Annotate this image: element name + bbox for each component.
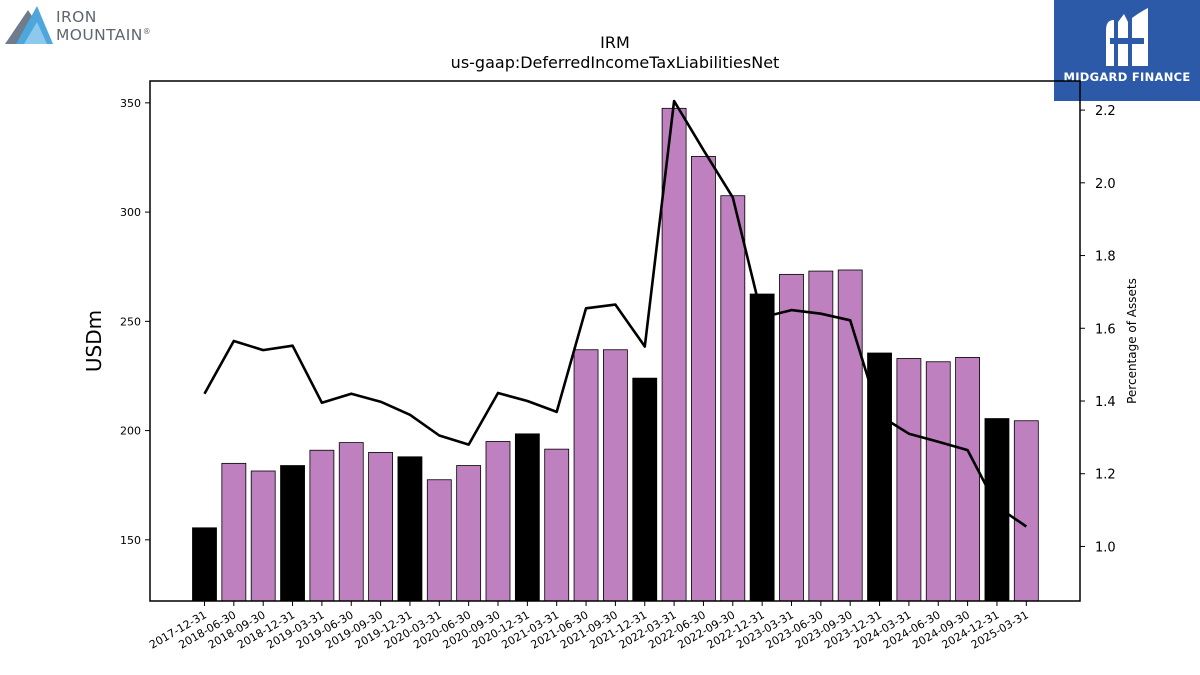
bar-2018-06-30 bbox=[221, 462, 247, 602]
bar-2021-03-31 bbox=[544, 448, 570, 602]
y-tick-label: 150 bbox=[120, 534, 141, 547]
bar-2019-09-30 bbox=[368, 452, 394, 602]
bar-2021-06-30 bbox=[573, 349, 599, 602]
badge-name: MIDGARD FINANCE bbox=[1063, 70, 1191, 84]
bar-2020-12-31 bbox=[514, 433, 540, 602]
bar-2019-06-30 bbox=[338, 442, 364, 602]
bar-2020-06-30 bbox=[456, 465, 482, 602]
bar-2018-12-31 bbox=[280, 465, 305, 602]
bar-2024-06-30 bbox=[925, 361, 951, 602]
bar-2025-03-31 bbox=[1013, 420, 1039, 602]
mountain-logo-icon bbox=[5, 6, 53, 44]
y2-tick-label: 1.8 bbox=[1095, 250, 1116, 265]
left-axis-ticks: 150 200 250 300 350 bbox=[120, 97, 150, 547]
y2-axis-label: Percentage of Assets bbox=[1125, 278, 1139, 404]
bar-2017-12-31 bbox=[192, 527, 217, 602]
logo-word-2: MOUNTAIN® bbox=[56, 26, 152, 45]
bar-2019-12-31 bbox=[397, 456, 423, 602]
bar-2021-12-31 bbox=[632, 377, 658, 602]
bar-2020-09-30 bbox=[485, 441, 511, 602]
bar-2021-09-30 bbox=[603, 349, 628, 602]
registered-mark: ® bbox=[142, 27, 152, 36]
y2-tick-label: 1.2 bbox=[1095, 468, 1116, 483]
y-axis-label: USDm bbox=[82, 310, 106, 372]
right-axis-ticks: 1.0 1.2 1.4 1.6 1.8 2.0 2.2 bbox=[1080, 104, 1116, 555]
y2-tick-label: 2.0 bbox=[1095, 177, 1116, 192]
bar-2022-09-30 bbox=[720, 195, 746, 602]
y2-tick-label: 1.4 bbox=[1095, 395, 1116, 410]
bar-2019-03-31 bbox=[309, 449, 335, 602]
bar-2022-03-31 bbox=[661, 107, 687, 602]
bar-2020-03-31 bbox=[426, 479, 452, 602]
bar-2023-06-30 bbox=[808, 270, 834, 602]
logo-word-1: IRON bbox=[56, 8, 97, 26]
bar-2022-06-30 bbox=[691, 155, 716, 602]
y-tick-label: 250 bbox=[120, 315, 141, 328]
y-tick-label: 350 bbox=[120, 97, 141, 110]
bar-2022-12-31 bbox=[749, 293, 775, 602]
bar-series bbox=[192, 107, 1039, 602]
percentage-line bbox=[203, 99, 1028, 528]
x-axis-ticks: 2017-12-312018-06-302018-09-302018-12-31… bbox=[147, 601, 1031, 652]
bar-2023-12-31 bbox=[867, 352, 892, 602]
y2-tick-label: 1.6 bbox=[1095, 322, 1116, 337]
logo-word-2-text: MOUNTAIN bbox=[56, 26, 143, 45]
chart-subtitle: us-gaap:DeferredIncomeTaxLiabilitiesNet bbox=[451, 53, 780, 72]
chart-title: IRM bbox=[600, 33, 630, 52]
bar-2024-12-31 bbox=[984, 418, 1010, 602]
iron-mountain-logo: IRON MOUNTAIN® bbox=[4, 4, 164, 46]
bar-2024-09-30 bbox=[955, 356, 980, 602]
y2-tick-label: 1.0 bbox=[1095, 540, 1116, 555]
midgard-logo-icon bbox=[1106, 8, 1148, 66]
bar-2024-03-31 bbox=[896, 358, 922, 602]
y-tick-label: 200 bbox=[120, 425, 141, 438]
bar-2018-09-30 bbox=[250, 470, 276, 602]
midgard-finance-badge: MIDGARD FINANCE bbox=[1054, 0, 1200, 101]
y2-tick-label: 2.2 bbox=[1095, 104, 1116, 119]
bar-2023-09-30 bbox=[837, 269, 863, 602]
y-tick-label: 300 bbox=[120, 206, 141, 219]
bar-2023-03-31 bbox=[779, 273, 804, 602]
